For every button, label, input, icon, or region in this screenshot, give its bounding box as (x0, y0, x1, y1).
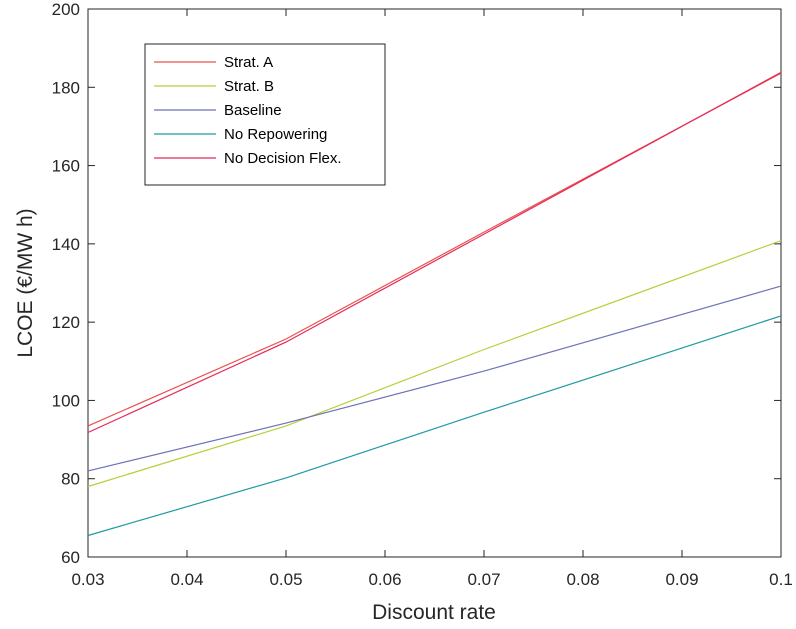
series-lines (87, 71, 782, 537)
legend: Strat. A Strat. B Baseline No Repowering No … (144, 43, 386, 186)
y-tick-label: 100 (52, 391, 80, 410)
legend-entry-label: Baseline (224, 102, 282, 119)
series-line-1 (87, 240, 782, 488)
series-line-2 (87, 285, 782, 472)
series-line-3 (87, 315, 782, 537)
x-tick-label: 0.09 (665, 570, 698, 589)
y-tick-label: 200 (52, 0, 80, 19)
y-tick-label: 120 (52, 313, 80, 332)
legend-box (144, 43, 386, 186)
x-tick-label: 0.03 (71, 570, 104, 589)
legend-entry-label: No Decision Flex. (224, 150, 342, 167)
x-axis-label: Discount rate (372, 601, 496, 624)
y-tick-label: 80 (61, 470, 80, 489)
y-tick-label: 180 (52, 78, 80, 97)
y-tick-label: 60 (61, 548, 80, 567)
x-tick-label: 0.07 (467, 570, 500, 589)
x-tick-label: 0.04 (170, 570, 203, 589)
legend-entry-label: Strat. B (224, 78, 274, 95)
legend-entry-label: No Repowering (224, 126, 327, 143)
x-tick-label: 0.08 (566, 570, 599, 589)
series-line-4 (87, 71, 782, 434)
x-tick-label: 0.06 (368, 570, 401, 589)
x-tick-label: 0.05 (269, 570, 302, 589)
y-axis-label: LCOE (€/MW h) (14, 208, 37, 357)
legend-entry-label: Strat. A (224, 54, 273, 71)
y-tick-label: 160 (52, 157, 80, 176)
y-tick-label: 140 (52, 235, 80, 254)
x-tick-label: 0.1 (769, 570, 793, 589)
axis-ticks: 0.03 0.04 0.05 0.06 0.07 0.08 0.09 0.1 60 80 100 12… (52, 0, 793, 589)
